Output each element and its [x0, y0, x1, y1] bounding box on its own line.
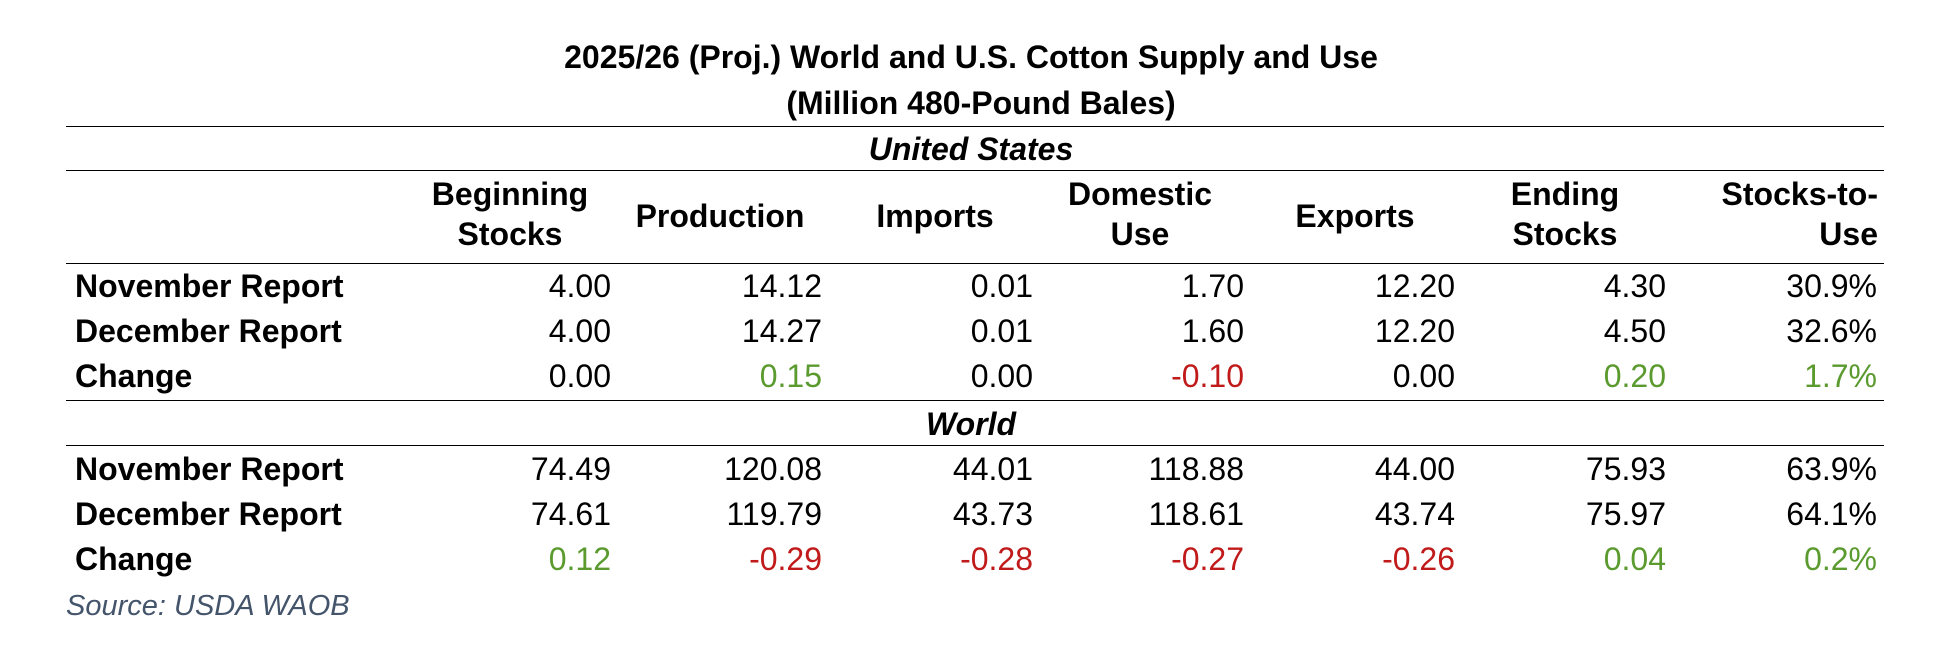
table-title: 2025/26 (Proj.) World and U.S. Cotton Su…	[564, 39, 1378, 75]
source-note: Source: USDA WAOB	[66, 590, 350, 622]
cell-world-nov-domestic-use: 118.88	[1148, 451, 1245, 487]
cell-world-nov-ending-stocks: 75.93	[1585, 451, 1666, 487]
cell-world-dec-beginning-stocks: 74.61	[530, 496, 611, 532]
row-label-us-change: Change	[75, 358, 193, 394]
row-label-world-change: Change	[75, 541, 193, 577]
cell-world-dec-stocks-to-use: 64.1%	[1786, 496, 1877, 532]
divider-us-end	[66, 400, 1884, 401]
cell-us-change-exports: 0.00	[1392, 358, 1455, 394]
cell-us-change-beginning-stocks: 0.00	[548, 358, 611, 394]
cell-us-change-production: 0.15	[759, 358, 822, 394]
cell-world-change-stocks-to-use: 0.2%	[1804, 541, 1877, 577]
cell-world-change-domestic-use: -0.27	[1171, 541, 1244, 577]
col-header-line: Production	[635, 198, 805, 234]
col-header-line: Stocks	[1512, 216, 1618, 252]
divider-us	[66, 170, 1884, 171]
cell-us-change-imports: 0.00	[970, 358, 1033, 394]
cell-us-dec-imports: 0.01	[970, 313, 1033, 349]
col-header-ending-stocks: Ending Stocks	[1485, 174, 1645, 254]
col-header-line: Ending	[1510, 176, 1620, 212]
cell-world-change-production: -0.29	[749, 541, 822, 577]
cell-world-nov-exports: 44.00	[1374, 451, 1455, 487]
divider-top	[66, 126, 1884, 127]
table-subtitle: (Million 480-Pound Bales)	[786, 85, 1176, 121]
cell-us-change-domestic-use: -0.10	[1171, 358, 1244, 394]
col-header-imports: Imports	[855, 196, 1015, 236]
cell-us-nov-exports: 12.20	[1374, 268, 1455, 304]
cell-us-change-stocks-to-use: 1.7%	[1804, 358, 1877, 394]
cell-us-nov-stocks-to-use: 30.9%	[1786, 268, 1877, 304]
cell-world-nov-production: 120.08	[724, 451, 822, 487]
cell-world-change-ending-stocks: 0.04	[1603, 541, 1666, 577]
cell-world-change-beginning-stocks: 0.12	[548, 541, 611, 577]
row-label-us-november: November Report	[75, 268, 344, 304]
cell-us-dec-beginning-stocks: 4.00	[548, 313, 611, 349]
divider-header	[66, 263, 1884, 264]
cell-world-dec-ending-stocks: 75.97	[1585, 496, 1666, 532]
col-header-production: Production	[620, 196, 820, 236]
col-header-exports: Exports	[1270, 196, 1440, 236]
cell-us-dec-domestic-use: 1.60	[1181, 313, 1244, 349]
cell-world-dec-imports: 43.73	[952, 496, 1033, 532]
cell-us-nov-beginning-stocks: 4.00	[548, 268, 611, 304]
col-header-line: Stocks-to-	[1721, 176, 1878, 212]
cell-us-dec-ending-stocks: 4.50	[1603, 313, 1666, 349]
row-label-us-december: December Report	[75, 313, 342, 349]
cell-world-dec-domestic-use: 118.61	[1148, 496, 1245, 532]
col-header-line: Use	[1819, 216, 1878, 252]
col-header-line: Beginning	[431, 176, 589, 212]
cell-us-dec-stocks-to-use: 32.6%	[1786, 313, 1877, 349]
section-label-world: World	[925, 406, 1017, 442]
cell-world-nov-imports: 44.01	[952, 451, 1033, 487]
col-header-line: Imports	[876, 198, 994, 234]
cell-world-change-imports: -0.28	[960, 541, 1033, 577]
col-header-line: Exports	[1295, 198, 1415, 234]
cell-world-dec-exports: 43.74	[1374, 496, 1455, 532]
section-label-united-states: United States	[868, 131, 1074, 167]
col-header-domestic-use: Domestic Use	[1045, 174, 1235, 254]
col-header-line: Use	[1110, 216, 1170, 252]
row-label-world-december: December Report	[75, 496, 342, 532]
cell-us-nov-production: 14.12	[741, 268, 822, 304]
cell-us-nov-imports: 0.01	[970, 268, 1033, 304]
cell-world-dec-production: 119.79	[726, 496, 823, 532]
cell-world-change-exports: -0.26	[1382, 541, 1455, 577]
col-header-beginning-stocks: Beginning Stocks	[415, 174, 605, 254]
col-header-stocks-to-use: Stocks-to- Use	[1660, 174, 1878, 254]
cell-us-dec-production: 14.27	[741, 313, 822, 349]
cell-us-nov-domestic-use: 1.70	[1181, 268, 1244, 304]
divider-world	[66, 445, 1884, 446]
cell-world-nov-beginning-stocks: 74.49	[530, 451, 611, 487]
row-label-world-november: November Report	[75, 451, 344, 487]
col-header-line: Domestic	[1067, 176, 1213, 212]
cell-world-nov-stocks-to-use: 63.9%	[1786, 451, 1877, 487]
cell-us-change-ending-stocks: 0.20	[1603, 358, 1666, 394]
cell-us-nov-ending-stocks: 4.30	[1603, 268, 1666, 304]
col-header-line: Stocks	[457, 216, 563, 252]
cell-us-dec-exports: 12.20	[1374, 313, 1455, 349]
